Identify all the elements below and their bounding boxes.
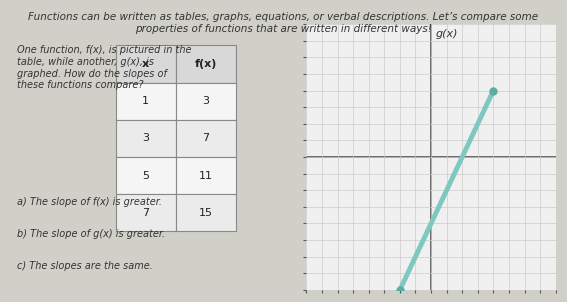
Text: Functions can be written as tables, graphs, equations, or verbal descriptions. L: Functions can be written as tables, grap… bbox=[28, 12, 539, 34]
Text: 3: 3 bbox=[202, 96, 209, 106]
Text: a) The slope of f(x) is greater.: a) The slope of f(x) is greater. bbox=[17, 197, 162, 207]
Text: 5: 5 bbox=[142, 171, 149, 181]
Text: g(x): g(x) bbox=[435, 29, 458, 39]
Text: 3: 3 bbox=[142, 133, 149, 143]
Bar bbox=[176, 45, 236, 83]
Bar bbox=[116, 83, 176, 120]
Text: f(x): f(x) bbox=[195, 59, 217, 69]
Text: One function, f(x), is pictured in the
table, while another, g(x), is
graphed. H: One function, f(x), is pictured in the t… bbox=[17, 45, 191, 90]
Bar bbox=[176, 120, 236, 157]
Bar bbox=[176, 83, 236, 120]
Bar bbox=[116, 157, 176, 194]
Text: 11: 11 bbox=[199, 171, 213, 181]
Text: b) The slope of g(x) is greater.: b) The slope of g(x) is greater. bbox=[17, 229, 165, 239]
Bar bbox=[176, 194, 236, 231]
Bar bbox=[176, 157, 236, 194]
Bar bbox=[116, 45, 176, 83]
Bar bbox=[116, 120, 176, 157]
Text: 7: 7 bbox=[142, 208, 149, 218]
Text: x: x bbox=[142, 59, 149, 69]
Text: 15: 15 bbox=[199, 208, 213, 218]
Text: 1: 1 bbox=[142, 96, 149, 106]
Bar bbox=[116, 194, 176, 231]
Text: 7: 7 bbox=[202, 133, 210, 143]
Text: c) The slopes are the same.: c) The slopes are the same. bbox=[17, 261, 153, 271]
